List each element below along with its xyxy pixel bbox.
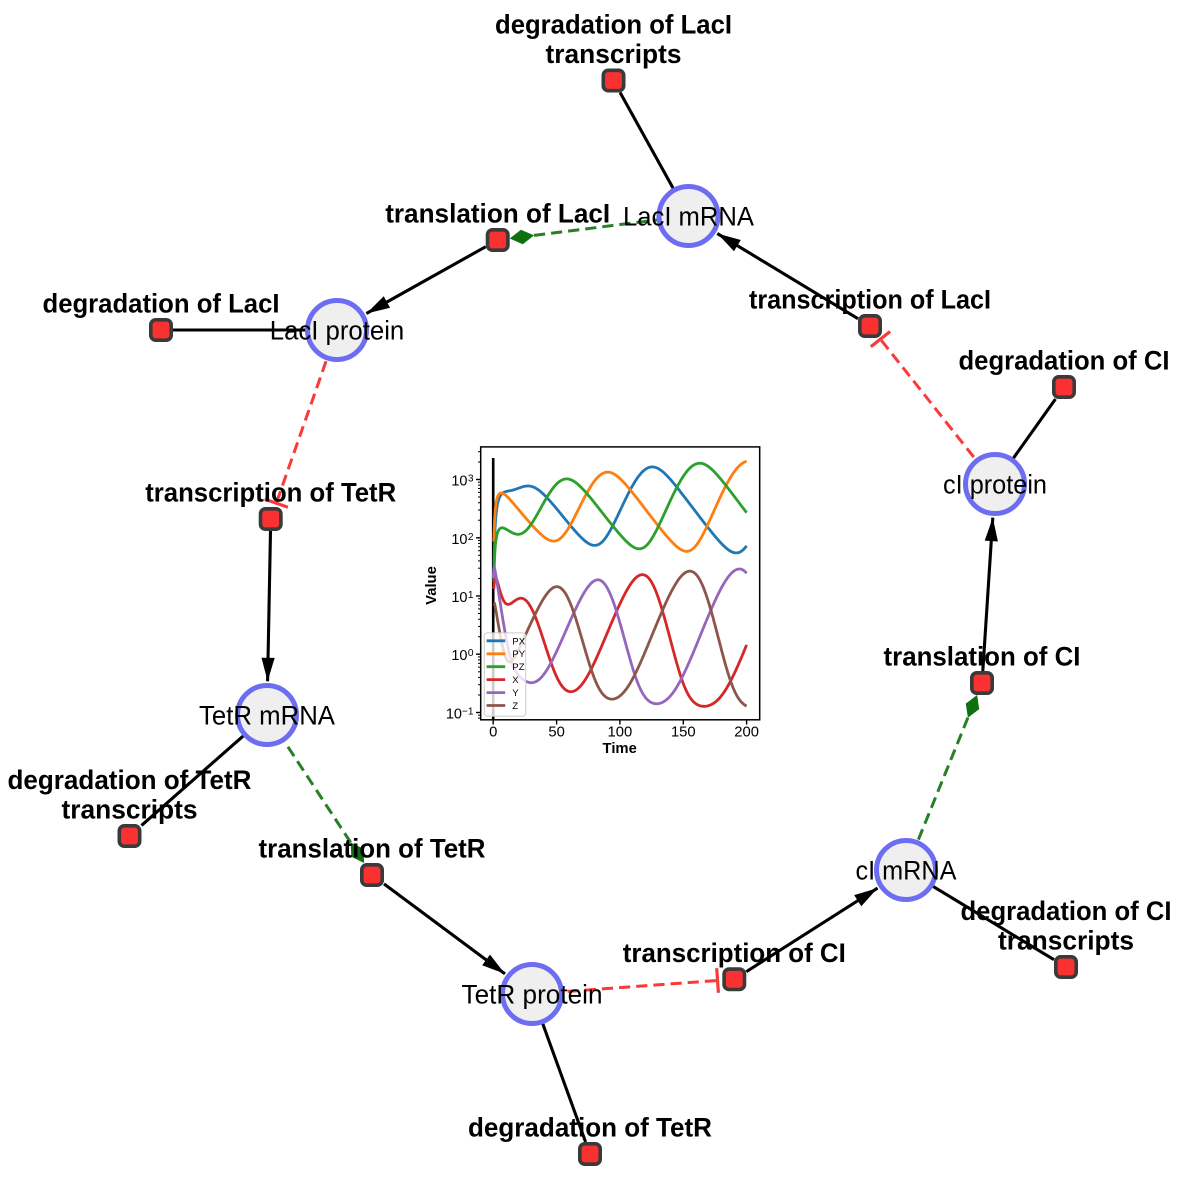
svg-text:translation of LacI: translation of LacI <box>385 199 610 229</box>
svg-text:translation of TetR: translation of TetR <box>259 834 486 864</box>
svg-text:translation of CI: translation of CI <box>884 642 1081 672</box>
svg-text:Time: Time <box>603 741 637 757</box>
svg-text:PX: PX <box>512 636 525 647</box>
svg-text:transcription of TetR: transcription of TetR <box>145 478 396 508</box>
svg-text:−1: −1 <box>462 707 474 718</box>
svg-text:10: 10 <box>451 474 467 490</box>
svg-text:10: 10 <box>446 707 462 723</box>
svg-text:Y: Y <box>512 688 519 699</box>
svg-text:PY: PY <box>512 649 525 660</box>
svg-text:Z: Z <box>512 701 518 712</box>
svg-text:200: 200 <box>734 724 759 740</box>
svg-text:cI protein: cI protein <box>943 470 1047 500</box>
svg-text:TetR mRNA: TetR mRNA <box>199 701 335 731</box>
svg-text:150: 150 <box>671 724 696 740</box>
svg-text:degradation of CI: degradation of CI <box>961 896 1172 926</box>
svg-text:degradation of LacI: degradation of LacI <box>43 289 280 319</box>
svg-text:transcription of CI: transcription of CI <box>623 938 846 968</box>
svg-text:Value: Value <box>424 566 440 605</box>
svg-text:LacI protein: LacI protein <box>270 316 405 346</box>
svg-text:10: 10 <box>451 590 467 606</box>
svg-text:degradation of CI: degradation of CI <box>959 346 1170 376</box>
svg-text:50: 50 <box>548 724 564 740</box>
svg-text:10: 10 <box>451 532 467 548</box>
svg-text:TetR protein: TetR protein <box>462 980 603 1010</box>
svg-text:transcripts: transcripts <box>62 795 198 825</box>
svg-text:X: X <box>512 675 519 686</box>
svg-text:3: 3 <box>468 474 474 485</box>
svg-text:cI mRNA: cI mRNA <box>856 856 957 886</box>
svg-text:0: 0 <box>489 724 497 740</box>
svg-text:degradation of TetR: degradation of TetR <box>8 765 252 795</box>
svg-text:2: 2 <box>468 532 474 543</box>
svg-text:100: 100 <box>608 724 633 740</box>
svg-text:1: 1 <box>468 590 474 601</box>
svg-text:transcripts: transcripts <box>998 926 1134 956</box>
svg-text:PZ: PZ <box>512 662 524 673</box>
svg-text:degradation of TetR: degradation of TetR <box>468 1113 712 1143</box>
svg-text:0: 0 <box>468 648 474 659</box>
svg-text:10: 10 <box>451 648 467 664</box>
svg-text:LacI mRNA: LacI mRNA <box>623 202 754 232</box>
svg-text:transcripts: transcripts <box>546 39 682 69</box>
svg-text:degradation of LacI: degradation of LacI <box>495 10 732 40</box>
svg-text:transcription of LacI: transcription of LacI <box>749 285 991 315</box>
